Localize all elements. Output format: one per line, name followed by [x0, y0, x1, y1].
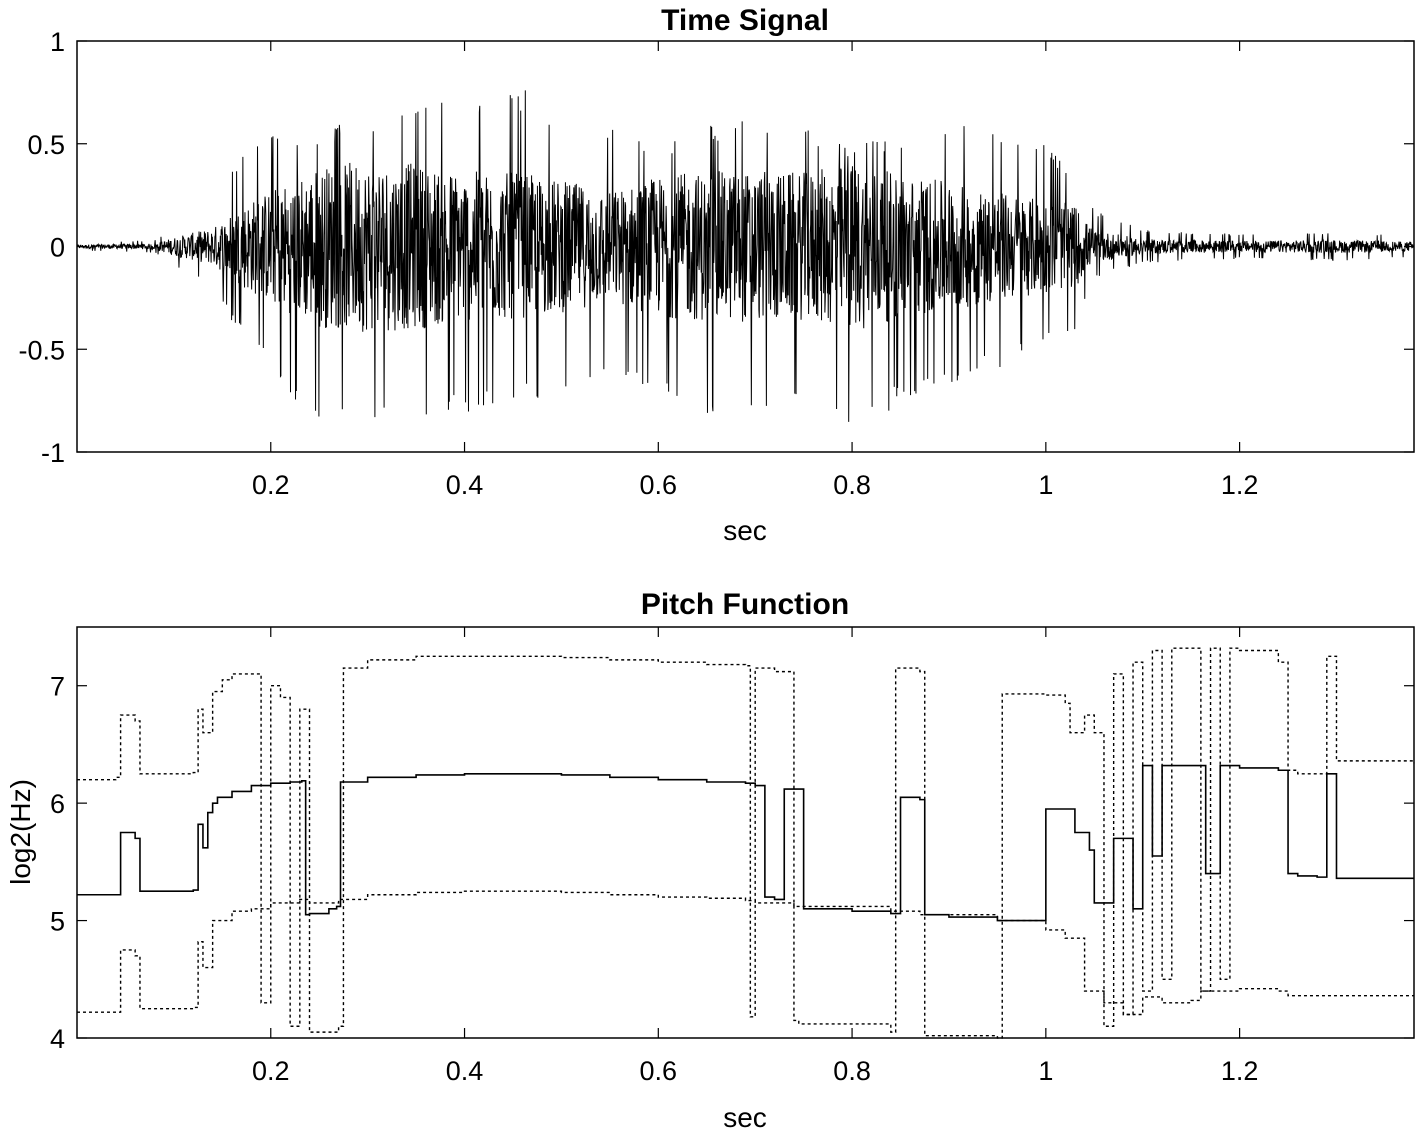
pitch-series-line-0: [77, 764, 1414, 922]
x-tick-label: 1.2: [1221, 1056, 1259, 1086]
x-tick-label: 0.4: [446, 1056, 484, 1086]
pitch-series-line-2: [77, 890, 1414, 1016]
time-signal-x-ticks: 0.2 0.4 0.6 0.8 1 1.2: [252, 41, 1258, 500]
x-tick-label: 0.6: [640, 470, 678, 500]
time-signal-plot-area: [76, 90, 1415, 422]
y-tick-label: -1: [41, 438, 65, 468]
x-tick-label: 0.6: [640, 1056, 678, 1086]
x-tick-label: 0.2: [252, 470, 290, 500]
x-tick-label: 0.8: [833, 470, 871, 500]
pitch-function-axes-box: [76, 626, 1415, 1039]
pitch-series-line-1: [77, 647, 1415, 1039]
time-signal-axes-box: [76, 40, 1415, 453]
y-tick-label: 6: [50, 789, 65, 819]
pitch-function-title: Pitch Function: [641, 588, 849, 621]
y-tick-label: 4: [50, 1024, 65, 1054]
pitch-function-y-ticks: 7 6 5 4: [50, 672, 1414, 1054]
y-tick-label: 0.5: [27, 130, 65, 160]
x-tick-label: 1: [1038, 1056, 1053, 1086]
x-tick-label: 0.4: [446, 470, 484, 500]
pitch-function-chart: Pitch Function 7 6 5 4 0.2 0.4 0.6 0.8 1 1.2 sec…: [5, 588, 1415, 1133]
y-tick-label: 1: [50, 27, 65, 57]
y-tick-label: 0: [50, 233, 65, 263]
pitch-function-ylabel: log2(Hz): [5, 779, 36, 885]
pitch-function-x-ticks: 0.2 0.4 0.6 0.8 1 1.2: [252, 627, 1258, 1086]
x-tick-label: 0.8: [833, 1056, 871, 1086]
y-tick-label: 7: [50, 672, 65, 702]
x-tick-label: 1: [1038, 470, 1053, 500]
time-signal-title: Time Signal: [661, 4, 829, 37]
pitch-function-xlabel: sec: [723, 1102, 767, 1133]
x-tick-label: 1.2: [1221, 470, 1259, 500]
y-tick-label: 5: [50, 907, 65, 937]
pitch-function-plot-area: [77, 647, 1415, 1039]
time-signal-chart: Time Signal 1 0.5 0 -0.5 -1 0.2 0.4 0.6 0.8 1 1.2…: [18, 4, 1415, 546]
y-tick-label: -0.5: [18, 335, 65, 365]
time-signal-xlabel: sec: [723, 515, 767, 546]
x-tick-label: 0.2: [252, 1056, 290, 1086]
time-signal-waveform: [76, 90, 1415, 422]
